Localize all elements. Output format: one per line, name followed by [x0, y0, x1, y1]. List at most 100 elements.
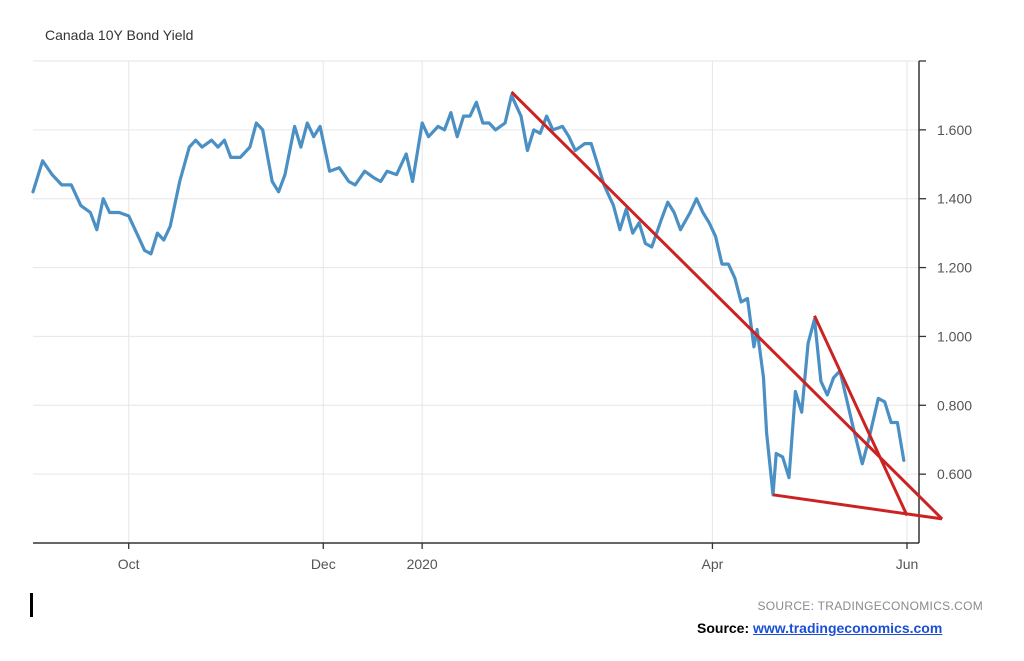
- data-point: [590, 143, 592, 145]
- data-point: [118, 211, 120, 214]
- data-point: [386, 170, 388, 172]
- data-point: [469, 115, 471, 117]
- data-point: [852, 425, 854, 427]
- data-point: [660, 218, 663, 220]
- data-point: [354, 184, 356, 186]
- y-tick-label: 1.000: [937, 328, 972, 344]
- data-point: [278, 191, 280, 193]
- data-point: [294, 125, 296, 127]
- data-point: [539, 132, 541, 134]
- data-point: [109, 211, 111, 214]
- data-point: [667, 201, 669, 203]
- data-point: [137, 236, 139, 238]
- data-point: [868, 439, 870, 441]
- data-point: [651, 246, 653, 248]
- data-point: [348, 180, 350, 183]
- data-point: [695, 198, 698, 200]
- data-point: [364, 170, 366, 172]
- data-point: [156, 232, 158, 234]
- data-point: [833, 377, 835, 379]
- series: [31, 93, 906, 497]
- data-point: [313, 136, 315, 138]
- x-tick-label: Oct: [118, 556, 140, 572]
- data-point: [702, 211, 704, 214]
- data-point: [753, 346, 755, 348]
- data-point: [510, 94, 513, 96]
- data-point: [625, 208, 627, 210]
- data-point: [801, 411, 803, 413]
- data-point: [638, 222, 640, 224]
- data-point: [195, 139, 197, 141]
- x-tick-label: Apr: [702, 556, 724, 572]
- data-point: [338, 167, 340, 169]
- y-tick-label: 1.400: [937, 191, 972, 207]
- data-point: [619, 229, 621, 231]
- data-point: [762, 377, 765, 379]
- data-point: [463, 115, 465, 117]
- x-tick-label: Jun: [896, 556, 919, 572]
- data-point: [405, 153, 407, 155]
- data-point: [239, 156, 241, 158]
- data-point: [319, 125, 321, 127]
- grid: [33, 60, 919, 543]
- data-point: [437, 125, 439, 127]
- y-axis-ticks: 0.600 0.800 1.000 1.200 1.400 1.600: [919, 60, 972, 482]
- data-point: [679, 229, 682, 231]
- data-point: [396, 174, 398, 176]
- data-point: [80, 205, 82, 207]
- data-point: [421, 122, 423, 124]
- data-point: [820, 380, 822, 382]
- data-point: [574, 149, 576, 152]
- trendline: [772, 493, 943, 521]
- data-point: [211, 139, 213, 141]
- data-point: [96, 229, 98, 231]
- credit-label: Source:: [697, 620, 750, 636]
- credit-link[interactable]: www.tradingeconomics.com: [753, 620, 943, 636]
- data-point: [520, 115, 522, 117]
- data-point: [884, 401, 886, 403]
- data-point: [456, 136, 458, 138]
- data-point: [734, 277, 736, 279]
- data-point: [533, 129, 535, 131]
- series-line: [31, 93, 906, 497]
- data-point: [788, 477, 790, 479]
- y-tick-label: 0.600: [937, 466, 972, 482]
- data-point: [128, 215, 130, 217]
- data-point: [217, 146, 219, 148]
- data-point: [673, 211, 675, 214]
- data-point: [475, 101, 477, 103]
- data-point: [826, 394, 828, 396]
- data-point: [61, 184, 63, 186]
- y-tick-label: 1.600: [937, 122, 972, 138]
- data-point: [179, 180, 181, 183]
- data-point: [271, 180, 273, 183]
- data-point: [102, 198, 104, 200]
- data-point: [188, 146, 190, 148]
- data-point: [42, 160, 44, 162]
- data-point: [727, 263, 730, 265]
- data-point: [782, 456, 784, 458]
- data-point: [903, 459, 905, 461]
- text-cursor: [30, 593, 33, 617]
- data-point: [766, 432, 768, 434]
- data-point: [794, 390, 797, 393]
- x-tick-label: Dec: [311, 556, 336, 572]
- data-point: [715, 236, 717, 238]
- data-point: [284, 174, 286, 176]
- data-point: [482, 122, 484, 124]
- data-point: [526, 149, 529, 152]
- data-point: [249, 146, 251, 148]
- data-point: [504, 122, 506, 124]
- axes: [33, 61, 920, 544]
- data-point: [644, 242, 647, 245]
- data-point: [89, 211, 91, 214]
- data-point: [373, 177, 375, 179]
- data-point: [329, 170, 331, 172]
- x-axis-ticks: Oct Dec 2020 Apr Jun: [118, 543, 918, 572]
- chart-title: Canada 10Y Bond Yield: [45, 27, 193, 43]
- data-point: [300, 146, 302, 148]
- data-point: [861, 463, 863, 465]
- data-point: [632, 232, 634, 234]
- data-point: [612, 205, 615, 207]
